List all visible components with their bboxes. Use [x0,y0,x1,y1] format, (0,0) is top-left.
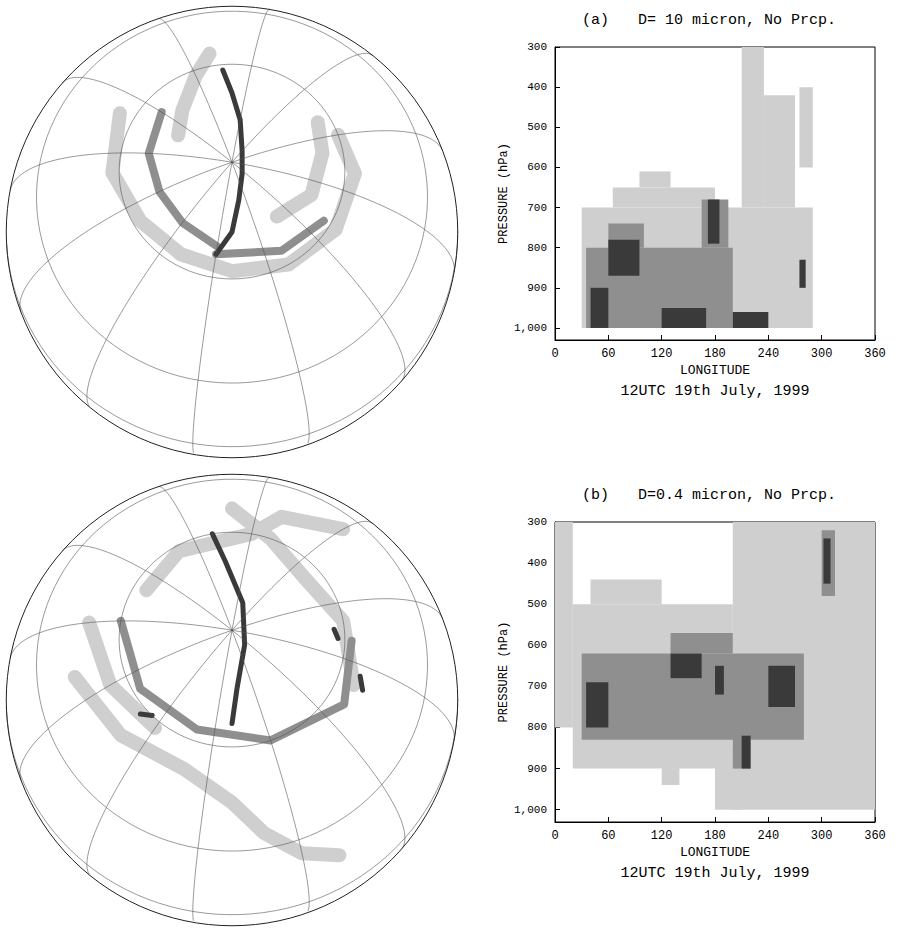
svg-text:LONGITUDE: LONGITUDE [680,363,750,378]
svg-text:500: 500 [527,121,547,133]
svg-text:600: 600 [527,161,547,173]
svg-text:500: 500 [527,598,547,610]
svg-text:600: 600 [527,639,547,651]
svg-text:300: 300 [811,829,833,843]
svg-text:PRESSURE (hPa): PRESSURE (hPa) [497,622,511,723]
svg-text:360: 360 [864,347,886,361]
svg-text:180: 180 [704,347,726,361]
svg-text:360: 360 [864,829,886,843]
svg-text:800: 800 [527,242,547,254]
svg-text:700: 700 [527,680,547,692]
svg-text:900: 900 [527,763,547,775]
svg-text:120: 120 [651,829,673,843]
svg-text:800: 800 [527,721,547,733]
svg-text:D= 10 micron, No Prcp.: D= 10 micron, No Prcp. [638,12,836,29]
svg-text:12UTC 19th July, 1999: 12UTC 19th July, 1999 [620,383,809,400]
svg-text:60: 60 [601,347,615,361]
svg-text:700: 700 [527,202,547,214]
svg-text:LONGITUDE: LONGITUDE [680,845,750,860]
svg-text:1,000: 1,000 [514,322,547,334]
svg-text:300: 300 [811,347,833,361]
svg-text:(b): (b) [582,487,609,504]
svg-text:PRESSURE (hPa): PRESSURE (hPa) [497,143,511,244]
svg-text:1,000: 1,000 [514,804,547,816]
svg-text:240: 240 [758,829,780,843]
svg-text:12UTC 19th July, 1999: 12UTC 19th July, 1999 [620,865,809,882]
svg-text:400: 400 [527,81,547,93]
svg-text:400: 400 [527,557,547,569]
svg-text:0: 0 [551,347,558,361]
svg-text:180: 180 [704,829,726,843]
svg-text:240: 240 [758,347,780,361]
svg-text:120: 120 [651,347,673,361]
svg-text:D=0.4 micron, No Prcp.: D=0.4 micron, No Prcp. [638,487,836,504]
svg-text:(a): (a) [582,12,609,29]
svg-text:60: 60 [601,829,615,843]
svg-text:300: 300 [527,516,547,528]
svg-text:300: 300 [527,41,547,53]
svg-text:900: 900 [527,282,547,294]
svg-text:0: 0 [551,829,558,843]
